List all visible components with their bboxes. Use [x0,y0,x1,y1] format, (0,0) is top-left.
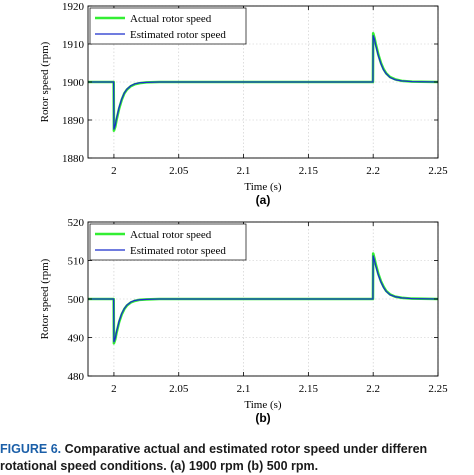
y-tick-label-3: 510 [68,256,85,268]
chart-panel-b: 2 2.05 2.1 2.15 2.2 2.25 480 490 500 510 520 Time (… [39,217,448,425]
panel-label: (b) [255,411,270,425]
y-tick-label-1: 1890 [62,115,85,127]
legend-entry-actual: Actual rotor speed [130,13,212,25]
y-tick-label-1: 490 [68,333,85,345]
y-tick-label-4: 1920 [62,1,85,13]
legend: Actual rotor speed Estimated rotor speed [89,223,247,261]
x-axis-label: Time (s) [244,399,282,411]
legend-box [89,7,247,45]
legend-entry-actual: Actual rotor speed [130,229,212,241]
x-tick-label-2: 2.1 [237,383,251,395]
y-tick-label-0: 1880 [62,153,85,165]
x-tick-label-4: 2.2 [366,165,380,177]
y-tick-label-2: 1900 [62,77,85,89]
figure: 2 2.05 2.1 2.15 2.2 2.25 1880 1890 1900 1910 1920 T… [39,1,448,425]
x-tick-label-2: 2.1 [237,165,251,177]
series-line-estimated [88,34,439,130]
x-tick-label-3: 2.15 [299,165,319,177]
x-tick-label-1: 2.05 [169,165,189,177]
y-axis-label: Rotor speed (rpm) [39,258,51,339]
x-tick-label-3: 2.15 [299,383,319,395]
series-line-estimated [88,255,439,343]
legend-entry-estimated: Estimated rotor speed [130,29,226,41]
caption-lead: FIGURE 6. [0,442,62,456]
x-tick-label-0: 2 [111,165,117,177]
x-tick-label-5: 2.25 [428,165,448,177]
y-tick-label-4: 520 [68,217,85,229]
y-tick-label-0: 480 [68,371,85,383]
x-tick-label-1: 2.05 [169,383,189,395]
legend: Actual rotor speed Estimated rotor speed [89,7,247,45]
caption-line-1: FIGURE 6. Comparative actual and estimat… [0,441,474,458]
legend-entry-estimated: Estimated rotor speed [130,245,226,257]
chart-panel-a: 2 2.05 2.1 2.15 2.2 2.25 1880 1890 1900 1910 1920 T… [39,1,448,207]
y-tick-label-3: 1910 [62,39,85,51]
legend-box [89,223,247,261]
x-tick-label-5: 2.25 [428,383,448,395]
y-axis-label: Rotor speed (rpm) [39,41,51,122]
x-tick-label-0: 2 [111,383,117,395]
y-tick-label-2: 500 [68,294,85,306]
x-axis-label: Time (s) [244,181,282,193]
figure-caption: FIGURE 6. Comparative actual and estimat… [0,441,474,475]
caption-line-2: rotational speed conditions. (a) 1900 rp… [0,459,319,473]
panel-label: (a) [256,193,271,207]
caption-text-1: Comparative actual and estimated rotor s… [64,442,428,456]
x-tick-label-4: 2.2 [366,383,380,395]
